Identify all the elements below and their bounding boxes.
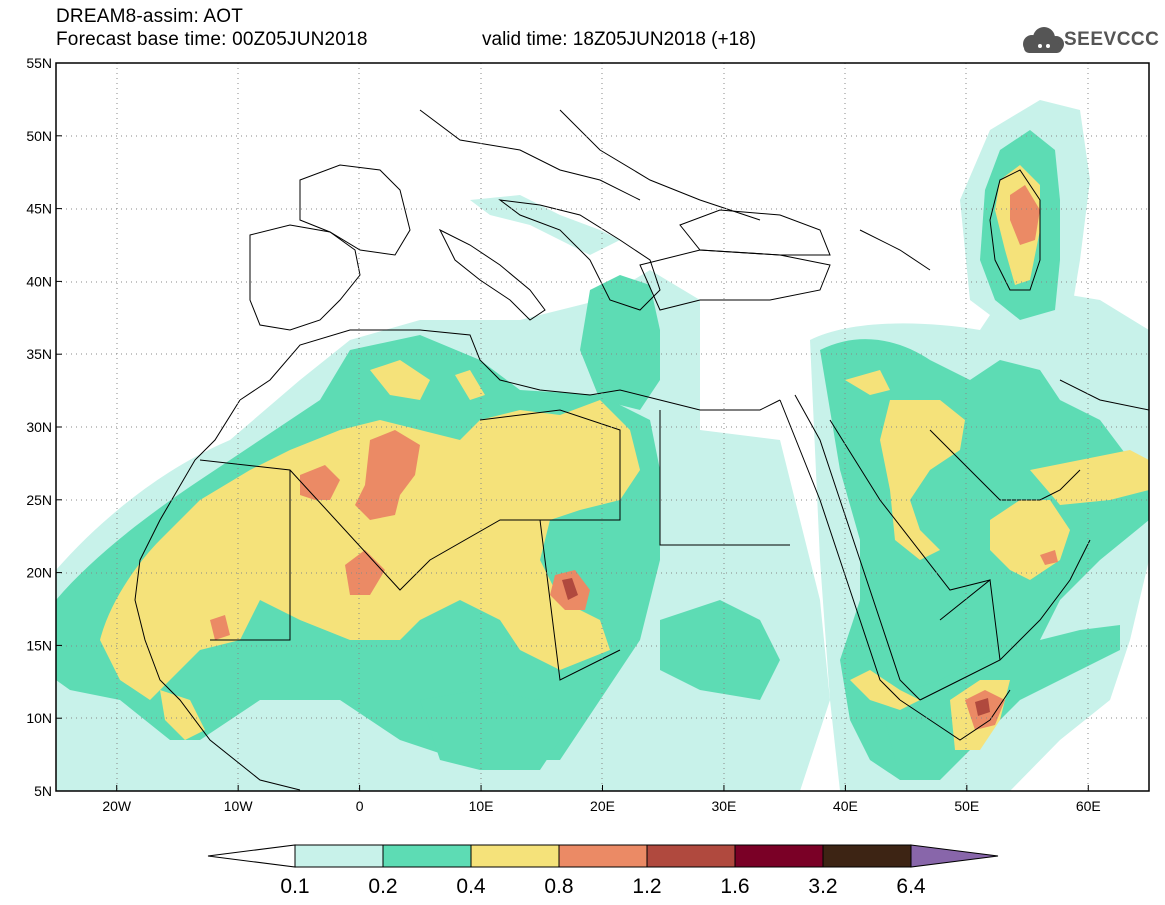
lon-tick-label: 40E (833, 798, 858, 814)
colorbar-label: 0.4 (456, 875, 486, 898)
aot-yellow-gulf (880, 400, 965, 560)
lat-tick-label: 15N (26, 637, 52, 653)
lat-tick-label: 50N (26, 128, 52, 144)
aot-orange-oman (1040, 550, 1058, 565)
border-libya (479, 409, 621, 521)
colorbar-label: 6.4 (896, 875, 926, 898)
border-sahara-2 (210, 470, 291, 641)
aot-field (56, 100, 1149, 791)
colorbar-label: 1.2 (632, 875, 661, 898)
border-sahara-1 (199, 459, 540, 591)
aot-darkred-socotra (975, 698, 990, 716)
coast-black-sea (679, 209, 831, 256)
aot-darkred-chad (562, 578, 578, 600)
lat-tick-label: 45N (26, 201, 52, 217)
map-title: DREAM8-assim: AOT (56, 6, 244, 27)
coast-caspian (989, 169, 1041, 291)
coastlines (134, 109, 1149, 791)
border-europe-1 (419, 109, 641, 201)
aot-orange-niger (345, 550, 385, 595)
aot-yellow-iraq (845, 370, 890, 395)
coast-red-sea (779, 399, 901, 701)
aot-green-greece (580, 275, 660, 410)
border-europe-2 (559, 109, 761, 221)
colorbar-label: 1.6 (720, 875, 749, 898)
colorbar-label: 3.2 (808, 875, 837, 898)
colorbar-label: 0.2 (368, 875, 397, 898)
border-egypt (659, 410, 790, 546)
lon-tick-label: 20E (590, 798, 615, 814)
lat-tick-label: 20N (26, 565, 52, 581)
colorbar-over-triangle (910, 844, 999, 868)
lon-tick-label: 50E (954, 798, 979, 814)
aot-yellow-west-coast (160, 690, 205, 740)
aot-yellow-red-sea (850, 670, 920, 710)
border-caucasus (859, 229, 931, 271)
aot-yellow-morocco (370, 360, 430, 400)
coast-horn (899, 689, 1011, 741)
aot-orange-guinea (210, 615, 230, 640)
colorbar-box (558, 844, 648, 868)
coast-west-africa (134, 399, 301, 791)
coast-gulf (929, 429, 1081, 501)
lon-tick-label: 20W (102, 798, 132, 814)
border-horn (939, 579, 1001, 661)
lon-tick-label: 0 (356, 798, 364, 814)
lon-tick-label: 60E (1076, 798, 1101, 814)
colorbar-box (470, 844, 560, 868)
coast-balkans (498, 199, 661, 311)
aot-yellow-libya-coast (455, 370, 485, 400)
colorbar-under-triangle (207, 844, 296, 868)
lat-axis: 5N 10N 15N 20N 25N 30N 35N 40N 45N 50N 55N (26, 55, 62, 799)
coast-italy (438, 228, 546, 321)
lat-lon-grid (56, 63, 1149, 791)
aot-green-east-africa (660, 600, 780, 700)
valid-time: valid time: 18Z05JUN2018 (+18) (482, 29, 757, 50)
lat-tick-label: 40N (26, 273, 52, 289)
lat-tick-label: 30N (26, 419, 52, 435)
colorbar-box (734, 844, 824, 868)
colorbar-label: 0.8 (544, 875, 573, 898)
coast-france (299, 164, 411, 256)
lon-tick-label: 30E (711, 798, 736, 814)
coast-arabia-west (794, 394, 921, 701)
coast-iberia (249, 224, 361, 331)
forecast-base-time: Forecast base time: 00Z05JUN2018 (56, 29, 368, 50)
colorbar-box (382, 844, 472, 868)
lat-tick-label: 5N (34, 783, 52, 799)
colorbar-box (646, 844, 736, 868)
aot-orange-caspian (1010, 185, 1040, 245)
aot-green-central-africa (420, 690, 560, 770)
coast-north-africa (239, 329, 781, 411)
cloud-logo-icon (1023, 27, 1064, 53)
border-arabia (829, 419, 991, 591)
lat-tick-label: 25N (26, 492, 52, 508)
lat-tick-label: 55N (26, 55, 52, 71)
coast-arabia-south (919, 539, 1091, 701)
aot-yellow-sahara (100, 400, 640, 700)
lat-tick-label: 35N (26, 346, 52, 362)
colorbar-box (294, 844, 384, 868)
colorbar-box (822, 844, 912, 868)
colorbar-label: 0.1 (280, 875, 309, 898)
aot-light-adriatic (470, 195, 620, 255)
lon-tick-label: 10W (224, 798, 254, 814)
coast-persian (1059, 379, 1149, 411)
aot-orange-algeria (355, 430, 420, 520)
lon-tick-label: 10E (469, 798, 494, 814)
lat-tick-label: 10N (26, 710, 52, 726)
lon-axis: 20W 10W 0 10E 20E 30E 40E 50E 60E (102, 785, 1101, 814)
logo-text: SEEVCCC (1064, 29, 1160, 50)
aot-yellow-iran (1030, 450, 1149, 505)
